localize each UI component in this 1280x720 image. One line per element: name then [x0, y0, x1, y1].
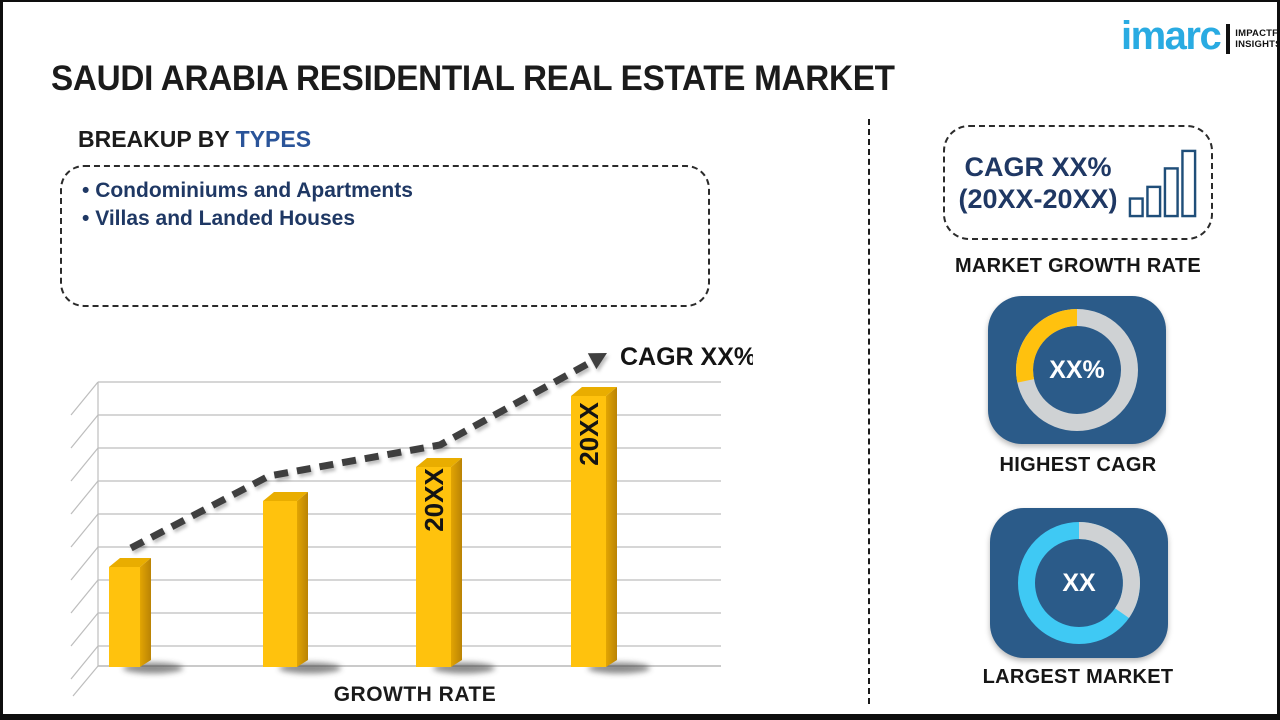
logo-divider-bar — [1226, 24, 1231, 54]
bar-3: 20XX — [416, 458, 462, 667]
arrowhead-icon — [587, 353, 607, 370]
page-title: SAUDI ARABIA RESIDENTIAL REAL ESTATE MAR… — [51, 59, 895, 98]
highest-cagr-card: XX% — [988, 296, 1166, 444]
imarc-logo-wordmark: imarc — [1121, 14, 1222, 58]
largest-market-label: LARGEST MARKET — [982, 666, 1174, 688]
bar-series: 20XX 20XX — [109, 387, 617, 667]
highest-cagr-label: HIGHEST CAGR — [999, 454, 1157, 476]
bar-4-year-label: 20XX — [574, 402, 604, 466]
breakup-heading: BREAKUP BY TYPES — [78, 126, 311, 153]
chart-gridlines — [70, 381, 721, 697]
bar-3-year-label: 20XX — [419, 468, 449, 532]
logo-tagline-line2: INSIGHTS — [1235, 39, 1280, 50]
logo-tagline: IMPACTFUL INSIGHTS — [1235, 28, 1280, 50]
highest-cagr-donut: XX% — [1016, 309, 1138, 431]
breakup-types-box: Condominiums and Apartments Villas and L… — [60, 165, 710, 307]
breakup-heading-highlight: TYPES — [235, 126, 312, 152]
largest-market-value: XX — [1062, 569, 1096, 597]
x-axis-label: GROWTH RATE — [334, 683, 497, 706]
market-growth-rate-label: MARKET GROWTH RATE — [954, 255, 1202, 277]
section-divider — [868, 119, 870, 704]
bar-shadows — [123, 662, 650, 674]
bar-1 — [109, 558, 151, 667]
breakup-type-item: Condominiums and Apartments — [82, 177, 708, 205]
bar-4: 20XX — [571, 387, 617, 667]
bar-2 — [263, 492, 308, 667]
cagr-summary-box: CAGR XX% (20XX-20XX) — [943, 125, 1213, 240]
breakup-types-list: Condominiums and Apartments Villas and L… — [82, 177, 708, 233]
cagr-value-line: CAGR XX% — [964, 151, 1112, 182]
growth-bar-chart: 20XX 20XX CAGR XX% GROWTH RATE — [70, 343, 753, 706]
breakup-heading-prefix: BREAKUP BY — [78, 126, 236, 152]
highest-cagr-value: XX% — [1049, 356, 1105, 384]
cagr-annotation: CAGR XX% — [620, 343, 753, 371]
imarc-logo: imarc IMPACTFUL INSIGHTS — [1121, 14, 1280, 58]
logo-tagline-line1: IMPACTFUL — [1235, 28, 1279, 39]
largest-market-donut: XX — [1018, 522, 1140, 644]
cagr-period-line: (20XX-20XX) — [958, 183, 1118, 214]
breakup-type-item: Villas and Landed Houses — [82, 205, 708, 233]
largest-market-card: XX — [990, 508, 1168, 658]
rising-bars-icon — [1128, 149, 1196, 217]
cagr-summary-text: CAGR XX% (20XX-20XX) — [958, 151, 1117, 215]
cagr-trend-arrow — [129, 353, 607, 552]
